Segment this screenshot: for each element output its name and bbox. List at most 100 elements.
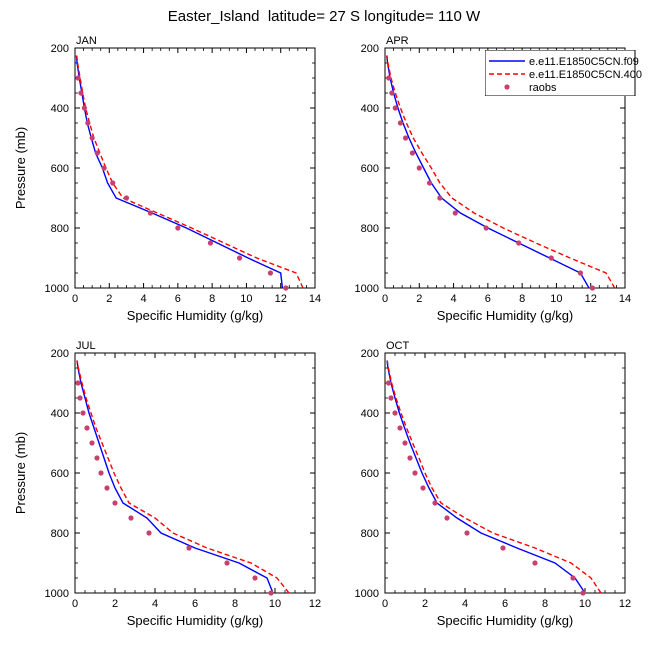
panel-label: JUL	[76, 340, 96, 352]
y-tick-label: 800	[361, 223, 379, 235]
raobs-point	[78, 90, 84, 96]
raobs-point	[432, 500, 438, 506]
raobs-point	[416, 165, 422, 171]
y-tick-label: 800	[51, 528, 69, 540]
raobs-point	[389, 90, 395, 96]
raobs-point	[452, 210, 458, 216]
raobs-point	[94, 150, 100, 156]
x-tick-label: 2	[106, 293, 112, 305]
raobs-point	[85, 120, 91, 126]
raobs-point	[420, 485, 426, 491]
raobs-point	[98, 470, 104, 476]
raobs-point	[80, 410, 86, 416]
raobs-point	[397, 120, 404, 126]
raobs-point	[392, 410, 398, 416]
raobs-point	[426, 180, 433, 186]
y-tick-label: 600	[361, 163, 379, 175]
y-tick-label: 600	[361, 468, 379, 480]
y-tick-label: 1000	[45, 283, 69, 295]
panel-label: OCT	[386, 340, 410, 352]
x-tick-label: 10	[550, 293, 562, 305]
y-tick-label: 400	[361, 408, 379, 420]
raobs-point	[146, 530, 152, 536]
raobs-point	[386, 380, 392, 386]
plot-frame	[384, 352, 626, 594]
y-tick-label: 400	[51, 408, 69, 420]
legend-label: e.e11.E1850C5CN.f09	[529, 56, 639, 68]
x-axis-label: Specific Humidity (g/kg)	[437, 308, 574, 323]
x-tick-label: 6	[192, 598, 198, 610]
panel-label: APR	[386, 35, 409, 47]
x-tick-label: 0	[72, 293, 78, 305]
raobs-point	[580, 590, 586, 596]
x-tick-label: 10	[240, 293, 252, 305]
x-tick-label: 12	[585, 293, 597, 305]
y-tick-label: 800	[51, 223, 69, 235]
series-line-dashed	[386, 55, 616, 289]
y-tick-label: 1000	[355, 283, 379, 295]
x-tick-label: 0	[382, 598, 388, 610]
raobs-point	[589, 285, 596, 291]
y-tick-label: 800	[361, 528, 379, 540]
y-tick-label: 1000	[355, 588, 379, 600]
raobs-point	[412, 470, 418, 476]
legend-label: e.e11.E1850C5CN.400	[529, 69, 642, 81]
raobs-point	[186, 545, 192, 551]
x-tick-label: 2	[422, 598, 428, 610]
raobs-point	[444, 515, 450, 521]
panel-apr: 0 2 4 6 8 10 12 14 200 400 600 800 1000 APR Specific H…	[355, 35, 642, 323]
x-tick-label: 4	[152, 598, 158, 610]
x-tick-label: 2	[112, 598, 118, 610]
x-tick-label: 6	[485, 293, 491, 305]
y-tick-label: 600	[51, 163, 69, 175]
raobs-point	[84, 425, 90, 431]
raobs-point	[236, 255, 243, 261]
raobs-point	[224, 560, 230, 566]
x-tick-label: 8	[542, 598, 548, 610]
raobs-point	[548, 255, 554, 261]
raobs-point	[402, 135, 409, 141]
raobs-point	[500, 545, 506, 551]
legend: e.e11.E1850C5CN.f09e.e11.E1850C5CN.400ra…	[485, 50, 642, 96]
legend-label: raobs	[529, 82, 557, 94]
x-tick-label: 4	[451, 293, 457, 305]
x-tick-label: 10	[269, 598, 281, 610]
raobs-point	[516, 240, 522, 246]
raobs-point	[77, 395, 83, 401]
series-line-solid	[386, 360, 586, 594]
series-line-solid	[76, 360, 274, 594]
panel-jul: 0 2 4 6 8 10 12 200 400 600 800 1000 JUL Specific Hum…	[13, 340, 321, 628]
x-tick-label: 12	[275, 293, 287, 305]
raobs-point	[407, 455, 413, 461]
y-axis-label: Pressure (mb)	[13, 127, 28, 209]
x-tick-label: 0	[72, 598, 78, 610]
raobs-point	[267, 270, 274, 276]
raobs-point	[386, 75, 392, 81]
raobs-point	[101, 165, 107, 171]
plot-frame	[74, 352, 316, 594]
raobs-point	[207, 240, 214, 246]
raobs-point	[402, 440, 408, 446]
x-tick-label: 6	[502, 598, 508, 610]
figure-title: Easter_Island latitude= 27 S longitude= …	[167, 8, 481, 25]
y-tick-label: 200	[51, 348, 69, 360]
legend-marker-raobs	[504, 84, 510, 90]
raobs-point	[483, 225, 489, 231]
y-tick-label: 400	[361, 103, 379, 115]
y-tick-label: 600	[51, 468, 69, 480]
raobs-point	[283, 285, 289, 291]
x-tick-label: 10	[579, 598, 591, 610]
raobs-point	[112, 500, 118, 506]
panel-label: JAN	[76, 35, 97, 47]
x-axis-label: Specific Humidity (g/kg)	[127, 613, 264, 628]
raobs-point	[397, 425, 403, 431]
y-axis-label: Pressure (mb)	[13, 432, 28, 514]
raobs-point	[75, 380, 81, 386]
raobs-point	[392, 105, 398, 111]
series-line-dashed	[76, 55, 304, 289]
x-axis-label: Specific Humidity (g/kg)	[127, 308, 264, 323]
x-tick-label: 12	[309, 598, 321, 610]
raobs-point	[147, 210, 154, 216]
x-tick-label: 8	[232, 598, 238, 610]
raobs-point	[252, 575, 258, 581]
